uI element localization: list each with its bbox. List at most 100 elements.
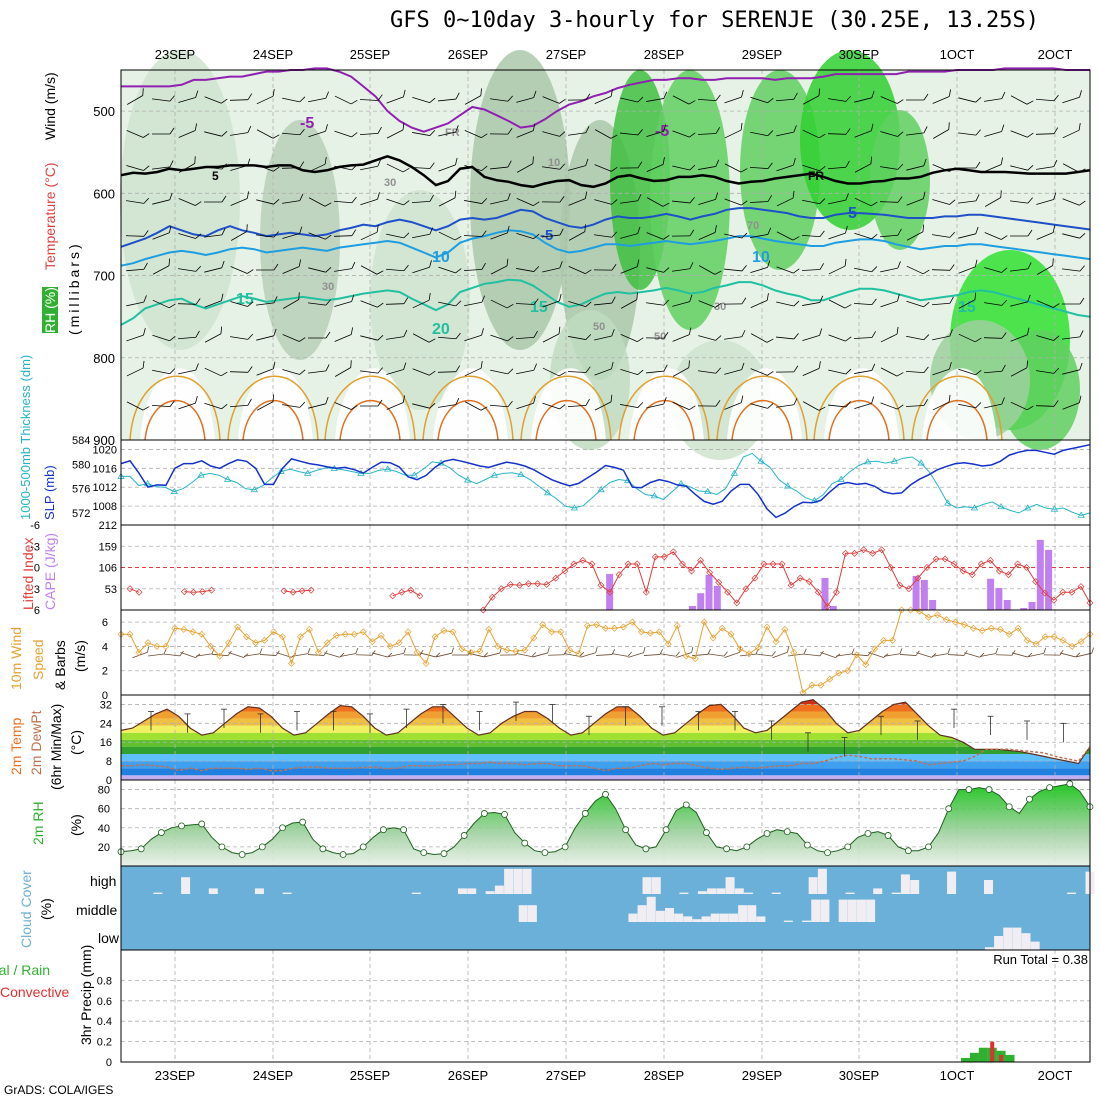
wind-barb-staff [308, 197, 326, 207]
wind-barb-flag [507, 336, 514, 342]
wind-speed-marker [763, 623, 771, 631]
wind-barb-staff [568, 231, 586, 241]
cloud-middle-bar [710, 913, 720, 922]
wind-barb-flag [169, 368, 176, 374]
wind-barb-flag [740, 168, 748, 173]
temp-tick-label: 24 [100, 718, 112, 730]
wind-barb-flag [897, 228, 902, 236]
wind-barb-flag [741, 265, 747, 272]
wind-barb [152, 95, 175, 102]
wind-barb-flag [714, 225, 717, 233]
wind-speed-line [121, 609, 1091, 694]
wind-barb [308, 157, 327, 173]
wind-barb [906, 126, 928, 136]
wind-barb-staff [880, 267, 898, 273]
wind-barb [386, 198, 410, 206]
wind-speed-marker [135, 649, 143, 656]
rh-marker [622, 826, 630, 834]
wind-barb [438, 92, 460, 102]
wind-barb-flag [715, 335, 722, 341]
rh-shade-region [370, 190, 470, 410]
wind-barb [542, 326, 561, 343]
wind-barb [880, 293, 900, 308]
wind-barb [204, 293, 224, 308]
wind-barb [230, 301, 254, 307]
wind-barb [204, 228, 226, 238]
wind-barb-flag [688, 360, 690, 368]
surface-wind-barb-staff [292, 653, 308, 657]
wind-barb [854, 156, 873, 173]
wind-barb-staff [594, 335, 612, 341]
lifted-index-marker [570, 560, 578, 568]
date-label-top: 2OCT [1037, 47, 1073, 62]
lifted-index-marker [660, 553, 668, 561]
wind-barb-staff [827, 166, 847, 170]
rh-tick-label: 20 [98, 842, 110, 854]
rh-shade-region [120, 50, 240, 350]
wind-barb [360, 300, 384, 308]
wind-barb-staff [568, 132, 586, 136]
pressure-tick-label: 700 [93, 269, 115, 284]
wind-barb-staff [542, 131, 560, 137]
wind-barb [152, 127, 175, 135]
wind-barb-flag [351, 229, 357, 236]
wind-barb-flag [350, 99, 358, 105]
wind-barb-staff [1010, 95, 1028, 105]
wind-barb-flag [168, 258, 171, 266]
wind-barb-staff [620, 368, 638, 376]
wind-barb-flag [325, 396, 329, 404]
wind-barb [646, 197, 670, 207]
surface-wind-barb-flag [595, 647, 598, 653]
wind-barb [256, 89, 275, 105]
temp-band [121, 704, 1090, 712]
lifted-index-marker [950, 560, 958, 568]
wind-barb [854, 123, 874, 138]
wind-barb [386, 89, 406, 104]
wind-barb [412, 368, 436, 376]
rh-marker [763, 830, 771, 837]
wind-barb [594, 394, 613, 411]
wind-speed-marker [476, 647, 484, 655]
wind-barb-flag [480, 88, 482, 96]
wind-barb [308, 267, 332, 273]
wind-barb-staff [411, 167, 431, 169]
wind-barb-staff [984, 232, 1002, 240]
wind-barb-staff [230, 301, 248, 307]
wind-barb-staff [516, 369, 534, 375]
wind-barb [984, 124, 1005, 137]
wind-barb-flag [298, 259, 302, 267]
wind-barb-flag [454, 235, 462, 241]
wind-barb-flag [403, 362, 407, 370]
surface-wind-barb-staff [132, 651, 148, 659]
wind-barb-staff [906, 300, 924, 308]
wind-barb-staff [359, 132, 379, 136]
surface-wind-barb [276, 652, 297, 658]
wind-barb [334, 294, 355, 307]
wind-barb-staff [776, 336, 794, 340]
wind-barb-staff [827, 133, 847, 135]
cloud-high-label: high [90, 873, 117, 889]
wind-barb [178, 123, 198, 138]
wind-speed-marker [602, 624, 609, 632]
wind-barb-staff [828, 299, 846, 309]
thickness-tick-label: 576 [72, 484, 90, 496]
wind-speed-marker [898, 606, 906, 614]
wind-barb [568, 158, 589, 171]
wind-tick-label: 0 [102, 690, 108, 702]
wind-barb-flag [481, 262, 486, 270]
wind-speed-marker [314, 649, 322, 656]
wind-barb-staff [750, 234, 768, 238]
cape-bar [713, 585, 721, 610]
wind-barb [516, 396, 536, 410]
wind-barb [1010, 401, 1034, 411]
rh-marker [824, 849, 831, 857]
wind-barb [464, 88, 482, 105]
upper-mb-label: (millibars) [66, 241, 82, 335]
wind-barb-flag [1001, 267, 1008, 273]
wind-barb [152, 258, 171, 275]
wind-barb-flag [845, 128, 851, 135]
wind-barb-staff [880, 166, 898, 170]
wind-barb-staff [984, 131, 1002, 137]
thickness-marker [250, 486, 259, 493]
surface-wind-barb-staff [820, 652, 836, 658]
